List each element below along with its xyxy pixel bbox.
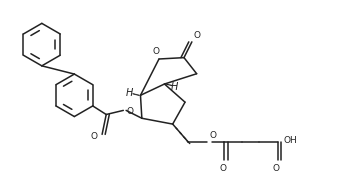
Text: H: H: [171, 82, 179, 92]
Text: O: O: [210, 131, 217, 140]
Text: OH: OH: [283, 136, 297, 145]
Text: H: H: [126, 88, 133, 98]
Text: O: O: [91, 132, 98, 141]
Text: O: O: [272, 164, 279, 173]
Text: O: O: [153, 47, 160, 55]
Text: O: O: [194, 31, 201, 40]
Text: O: O: [219, 164, 226, 173]
Text: O: O: [126, 107, 133, 116]
